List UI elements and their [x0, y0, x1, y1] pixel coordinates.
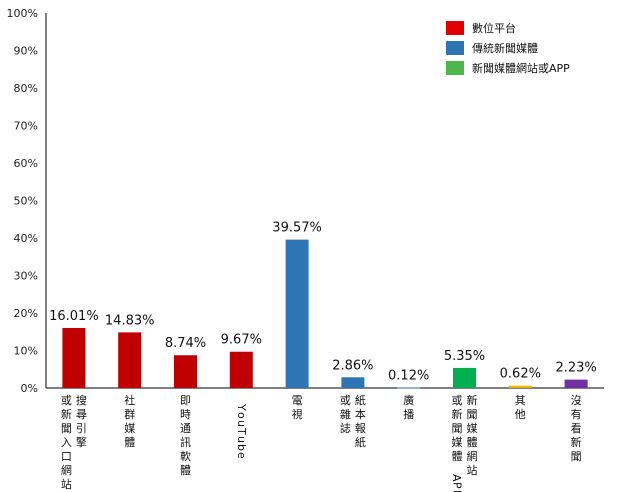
y-tick-label: 60% — [14, 157, 38, 170]
x-tick-label: 紙本報紙 — [355, 393, 366, 449]
legend-label-news-site: 新聞媒體網站或APP — [472, 62, 570, 75]
data-label: 14.83% — [105, 313, 155, 328]
x-tick-label: 新聞媒體網站 — [467, 393, 478, 477]
data-label: 39.57% — [272, 221, 322, 236]
bar — [508, 385, 532, 388]
y-tick-label: 70% — [14, 120, 38, 133]
x-tick-label: 沒有看新聞 — [571, 393, 582, 463]
data-label: 0.12% — [388, 369, 429, 384]
bar — [174, 355, 197, 388]
y-tick-label: 90% — [14, 45, 38, 58]
x-tick-label: 其他 — [515, 394, 526, 421]
bar — [285, 239, 309, 388]
data-label: 5.35% — [444, 349, 485, 364]
x-tick-label: 或雜誌 — [340, 394, 351, 435]
x-tick-label: 搜尋引擎 — [76, 393, 87, 449]
legend-swatch-traditional — [446, 41, 464, 55]
bar — [229, 351, 253, 388]
x-tick-label: 或新聞媒體APP — [450, 394, 463, 492]
bar — [118, 332, 142, 388]
legend-swatch-news-site — [446, 61, 464, 75]
x-tick-label: 即時通訊軟體 — [180, 394, 191, 477]
legend-item-traditional: 傳統新聞媒體 — [446, 38, 570, 58]
y-tick-label: 20% — [14, 307, 38, 320]
bar — [341, 377, 365, 388]
data-label: 16.01% — [49, 309, 99, 324]
y-tick-label: 10% — [14, 345, 38, 358]
data-label: 0.62% — [500, 367, 541, 382]
y-tick-label: 0% — [21, 382, 38, 395]
data-label: 9.67% — [221, 333, 262, 348]
x-tick-label: 或新聞入口網站 — [61, 394, 72, 491]
legend-item-news-site: 新聞媒體網站或APP — [446, 58, 570, 78]
x-tick-label: 廣播 — [403, 393, 414, 421]
bar — [62, 327, 86, 388]
legend-swatch-digital — [446, 21, 464, 35]
data-label: 2.23% — [555, 361, 596, 376]
data-label: 8.74% — [165, 336, 206, 351]
x-tick-label: 電視 — [292, 394, 303, 421]
legend-label-traditional: 傳統新聞媒體 — [472, 42, 538, 55]
y-tick-label: 80% — [14, 82, 38, 95]
y-tick-label: 50% — [14, 195, 38, 208]
y-tick-label: 30% — [14, 270, 38, 283]
data-label: 2.86% — [332, 358, 373, 373]
bar — [453, 367, 476, 388]
legend-item-digital: 數位平台 — [446, 18, 570, 38]
legend-label-digital: 數位平台 — [472, 22, 516, 35]
x-tick-label: 社群媒體 — [124, 393, 135, 449]
legend: 數位平台 傳統新聞媒體 新聞媒體網站或APP — [446, 18, 570, 78]
y-tick-label: 40% — [14, 232, 38, 245]
y-tick-label: 100% — [7, 7, 38, 20]
bar — [397, 387, 421, 389]
bar — [564, 379, 588, 388]
